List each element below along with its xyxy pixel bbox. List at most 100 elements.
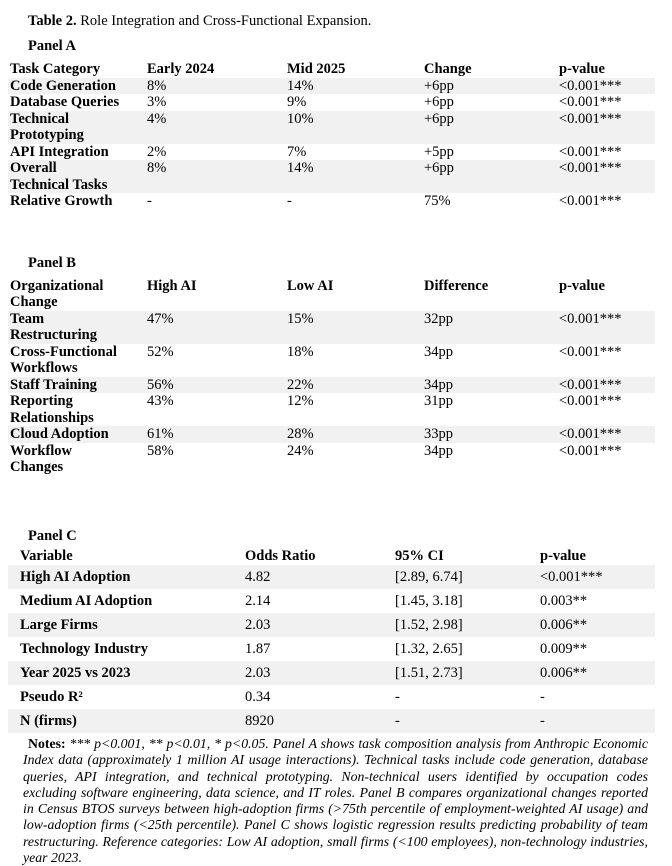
table-row: Team Restructuring 47% 15% 32pp <0.001*** (8, 310, 655, 344)
table-cell: 34pp (424, 376, 453, 393)
column-header: p-value (540, 547, 586, 564)
table-cell: 2.14 (245, 593, 271, 609)
notes-label: Notes: (28, 736, 66, 751)
table-row: Medium AI Adoption 2.14 [1.45, 3.18] 0.003*… (8, 589, 655, 613)
table-cell: 12% (287, 393, 314, 409)
table-notes: Notes: *** p<0.001, ** p<0.01, * p<0.05.… (23, 736, 648, 866)
table-cell: 0.006** (540, 617, 588, 633)
column-header: 95% CI (395, 547, 444, 564)
table-row: Large Firms 2.03 [1.52, 2.98] 0.006** (8, 613, 655, 637)
column-header: High AI (147, 277, 197, 294)
table-cell: 8920 (245, 713, 274, 729)
column-header: Difference (424, 277, 489, 294)
table-cell: 14% (287, 77, 314, 94)
table-cell: 32pp (424, 310, 453, 327)
panel-c-label: Panel C (28, 527, 77, 544)
table-cell: +6pp (424, 77, 454, 94)
column-header: p-value (559, 277, 605, 294)
column-header: Change (424, 61, 472, 77)
table-cell: <0.001*** (559, 143, 622, 160)
table-row: Staff Training 56% 22% 34pp <0.001*** (8, 376, 655, 393)
row-label: Staff Training (10, 376, 97, 393)
table-cell: - (287, 193, 292, 209)
table-cell: 10% (287, 110, 314, 127)
row-label: Year 2025 vs 2023 (20, 665, 131, 681)
table-cell: +6pp (424, 160, 454, 176)
table-cell: [1.51, 2.73] (395, 665, 463, 681)
table-cell: 8% (147, 77, 167, 94)
table-cell: <0.001*** (559, 160, 622, 176)
table-cell: [1.32, 2.65] (395, 641, 463, 657)
table-row: Overall Technical Tasks 8% 14% +6pp <0.001**… (8, 160, 655, 193)
row-label: Database Queries (10, 94, 120, 110)
table-caption: Role Integration and Cross-Functional Ex… (80, 13, 372, 29)
table-cell: 14% (287, 160, 314, 176)
row-label: Large Firms (20, 617, 98, 633)
table-cell: <0.001*** (559, 393, 622, 409)
row-label: N (firms) (20, 713, 77, 729)
panel-c-table: Variable Odds Ratio 95% CI p-value High AI A… (8, 547, 655, 733)
column-header: Odds Ratio (245, 547, 316, 564)
row-label: Code Generation (10, 77, 116, 94)
column-header: p-value (559, 61, 605, 77)
table-cell: [1.45, 3.18] (395, 593, 463, 609)
table-cell: 15% (287, 310, 314, 327)
table-cell: +5pp (424, 143, 454, 160)
table-title: Table 2. Role Integration and Cross-Func… (28, 13, 672, 30)
table-cell: [1.52, 2.98] (395, 617, 463, 633)
table-cell: 2.03 (245, 617, 271, 633)
table-cell: 9% (287, 94, 307, 110)
column-header: Task Category (10, 61, 101, 77)
table-cell: <0.001*** (559, 94, 622, 110)
table-cell: <0.001*** (559, 376, 622, 393)
column-header: Organizational Change (10, 277, 104, 311)
table-cell: 0.009** (540, 641, 588, 657)
table-cell: - (540, 689, 545, 705)
table-number: Table 2. (28, 13, 77, 29)
table-cell: - (395, 713, 400, 729)
table-row: Cloud Adoption 61% 28% 33pp <0.001*** (8, 426, 655, 443)
table-cell: 2.03 (245, 665, 271, 681)
table-row: Database Queries 3% 9% +6pp <0.001*** (8, 94, 655, 111)
table-cell: 28% (287, 426, 314, 442)
table-cell: 56% (147, 376, 174, 393)
table-cell: <0.001*** (559, 310, 622, 327)
row-label: API Integration (10, 143, 109, 160)
table-cell: 8% (147, 160, 167, 176)
table-cell: <0.001*** (559, 426, 622, 442)
table-cell: 2% (147, 143, 167, 160)
table-cell: 43% (147, 393, 174, 409)
table-cell: 0.006** (540, 665, 588, 681)
table-cell: 4.82 (245, 569, 271, 585)
panel-b-table: Organizational Change High AI Low AI Differ… (8, 278, 655, 476)
row-label: Overall Technical Tasks (10, 160, 108, 193)
row-label: Relative Growth (10, 193, 113, 209)
table-row: High AI Adoption 4.82 [2.89, 6.74] <0.001**… (8, 565, 655, 589)
row-label: High AI Adoption (20, 569, 131, 585)
table-cell: 4% (147, 110, 167, 127)
header-row: Organizational Change High AI Low AI Differ… (8, 278, 655, 311)
table-cell: 75% (424, 193, 451, 209)
row-label: Workflow Changes (10, 442, 73, 476)
table-cell: 3% (147, 94, 167, 110)
table-cell: - (147, 193, 152, 209)
row-label: Cross-Functional Workflows (10, 343, 117, 377)
table-row: Cross-Functional Workflows 52% 18% 34pp <0.0… (8, 344, 655, 377)
table-cell: 7% (287, 143, 307, 160)
column-header: Mid 2025 (287, 61, 346, 77)
table-cell: - (540, 713, 545, 729)
table-row: Technology Industry 1.87 [1.32, 2.65] 0.009… (8, 637, 655, 661)
table-cell: 61% (147, 426, 174, 442)
table-cell: 34pp (424, 442, 453, 459)
row-label: Team Restructuring (10, 310, 97, 344)
table-cell: 31pp (424, 393, 453, 409)
header-row: Variable Odds Ratio 95% CI p-value (8, 547, 655, 566)
row-label: Pseudo R² (20, 689, 83, 705)
table-row: Reporting Relationships 43% 12% 31pp <0.001*… (8, 393, 655, 426)
table-cell: +6pp (424, 110, 454, 127)
header-row: Task Category Early 2024 Mid 2025 Change p-v… (8, 61, 655, 78)
panel-b-label: Panel B (28, 254, 76, 271)
column-header: Low AI (287, 277, 334, 294)
column-header: Variable (20, 547, 73, 564)
